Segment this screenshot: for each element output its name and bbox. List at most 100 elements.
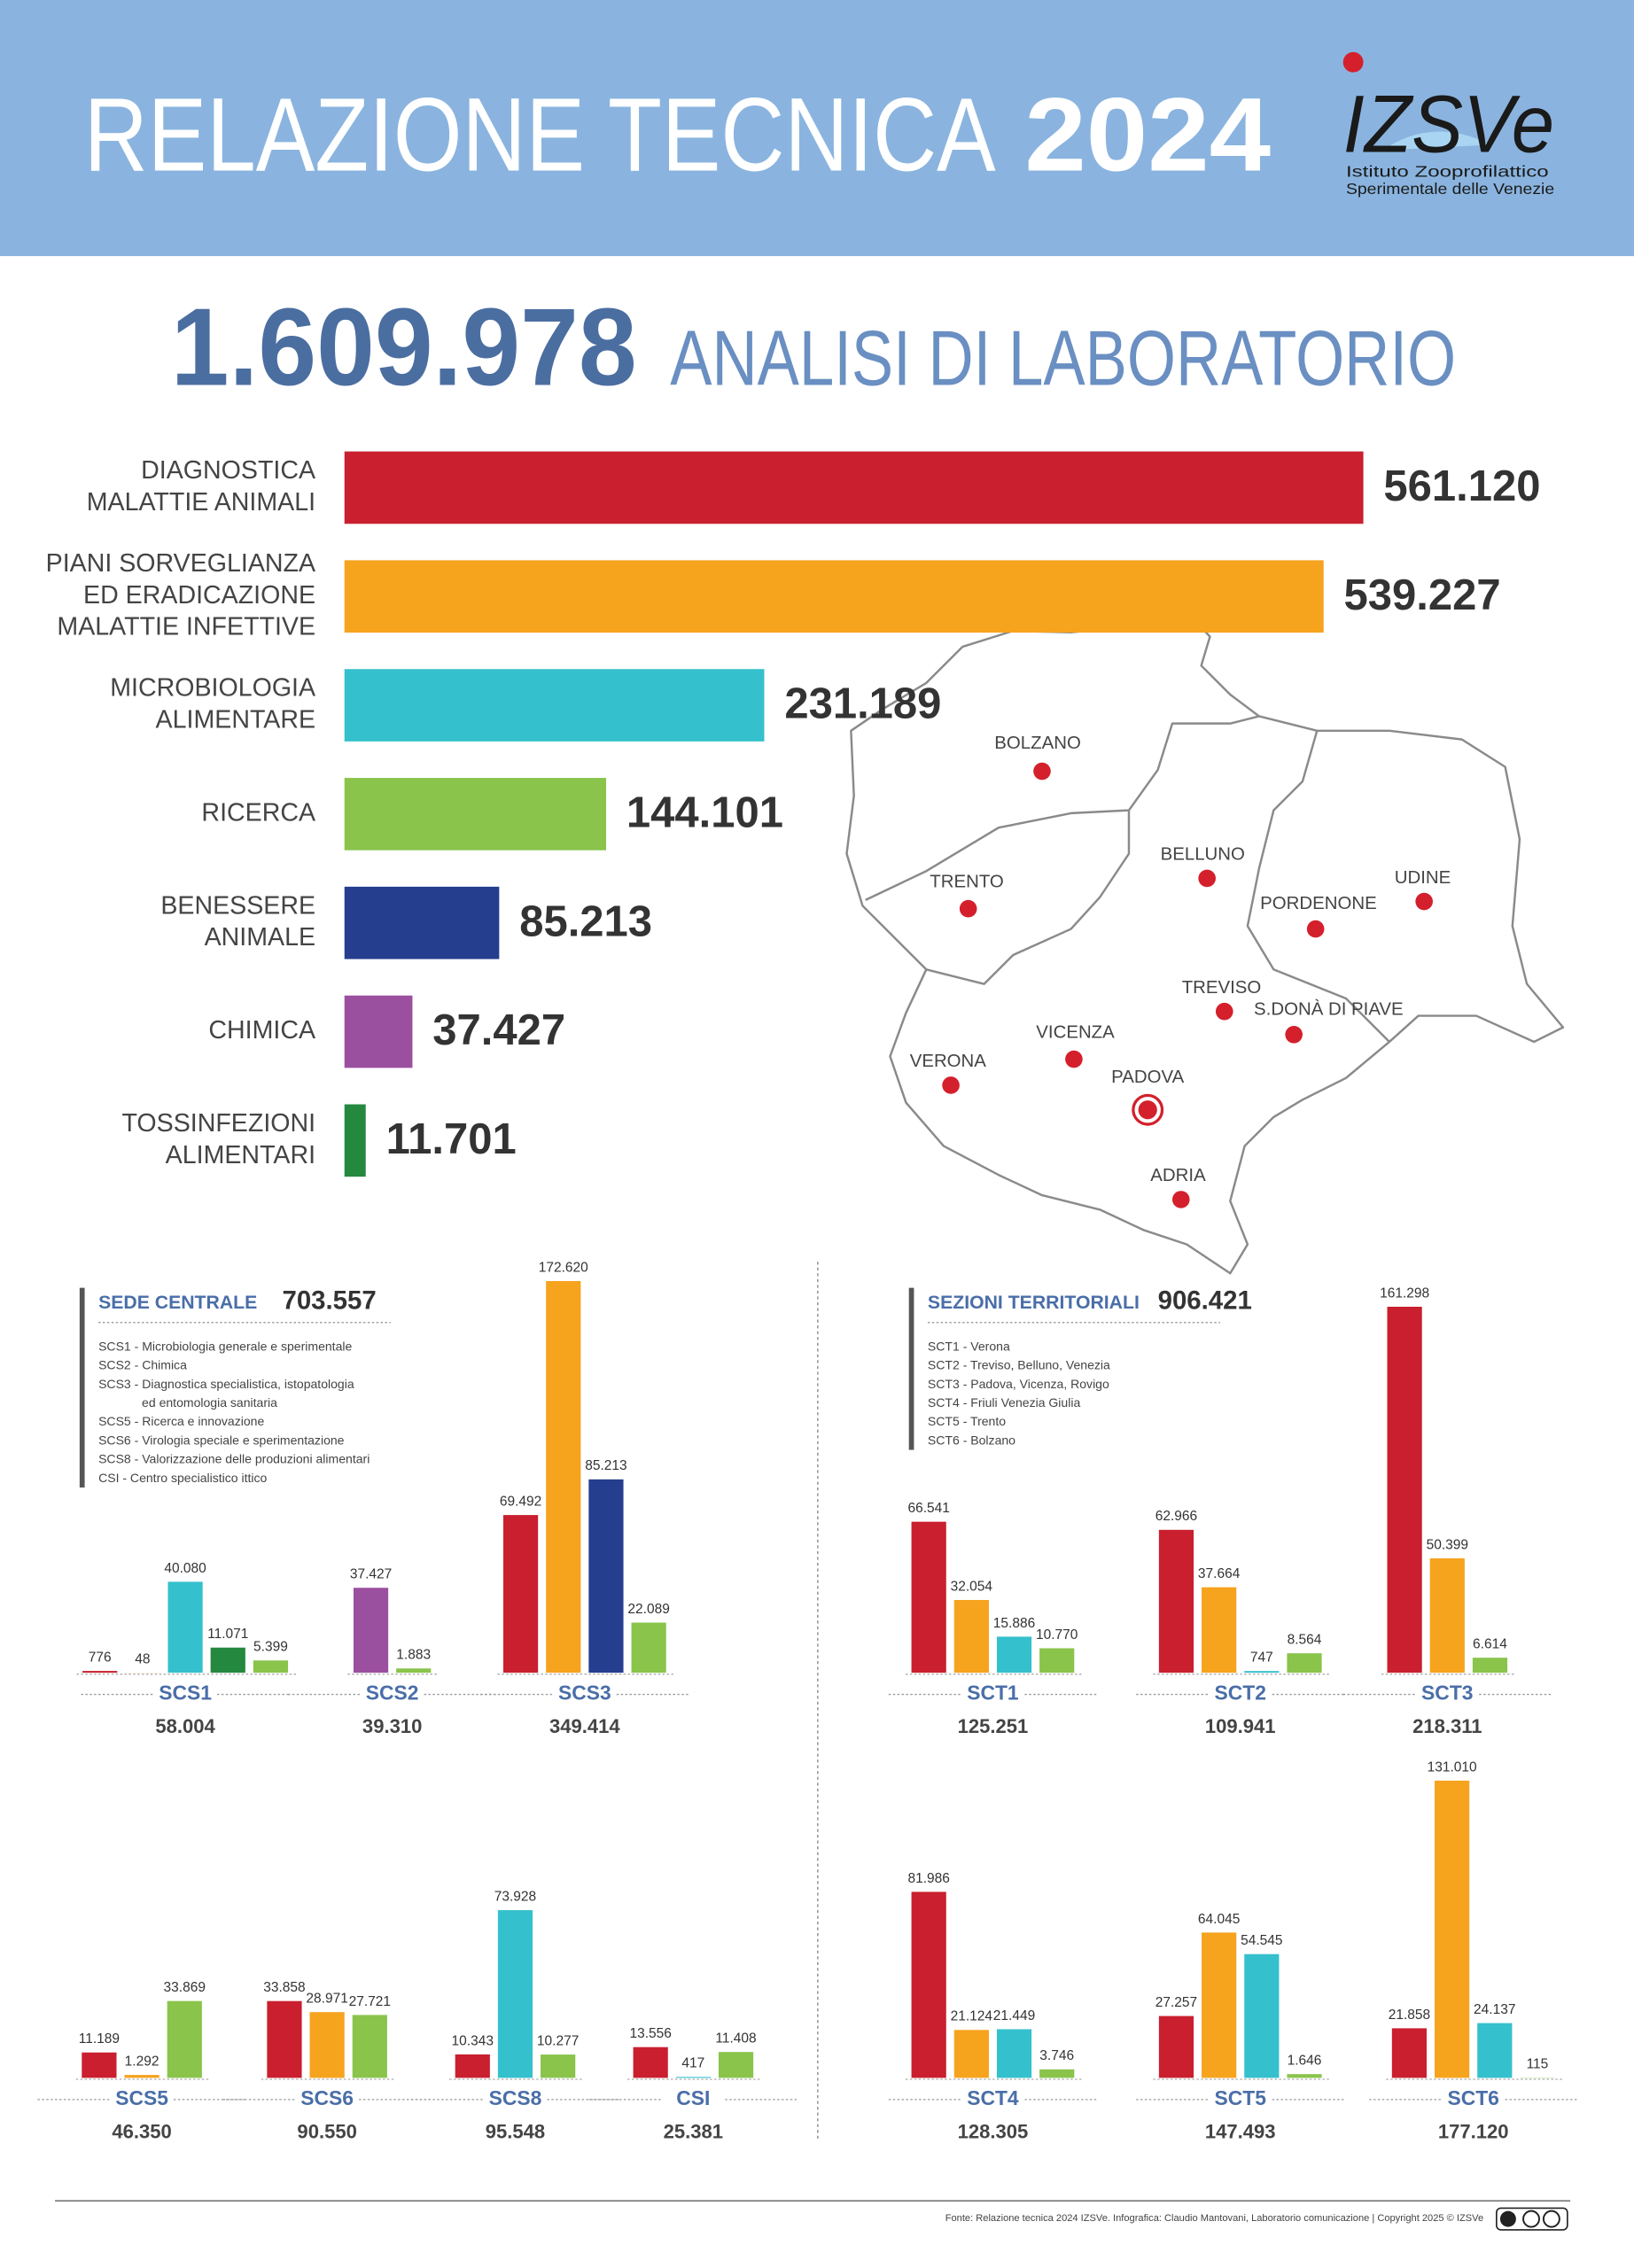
city-dot bbox=[1215, 1002, 1233, 1021]
category-label: ALIMENTARE bbox=[156, 706, 315, 734]
section-total: 906.421 bbox=[1158, 1286, 1252, 1316]
bar bbox=[546, 1280, 581, 1674]
value-label: 27.721 bbox=[349, 1994, 391, 2009]
category-label: TOSSINFEZIONI bbox=[121, 1109, 315, 1138]
value-label: 11.189 bbox=[79, 2031, 120, 2047]
chart-title: SCS3 bbox=[558, 1682, 611, 1705]
legend-item: SCS3 - Diagnostica specialistica, istopa… bbox=[98, 1377, 354, 1391]
chart-total: 349.414 bbox=[549, 1715, 620, 1737]
value-label: 50.399 bbox=[1427, 1537, 1468, 1552]
value-label: 13.556 bbox=[629, 2026, 671, 2041]
bar bbox=[502, 1515, 539, 1674]
city-label: PORDENONE bbox=[1260, 894, 1377, 913]
chart-total: 147.493 bbox=[1205, 2120, 1276, 2142]
legend-item: SCT4 - Friuli Venezia Giulia bbox=[928, 1395, 1081, 1410]
bar bbox=[911, 1521, 946, 1674]
value-label: 62.966 bbox=[1155, 1509, 1197, 1524]
bar bbox=[631, 1622, 666, 1674]
city-label: TREVISO bbox=[1182, 978, 1262, 998]
bar bbox=[1429, 1557, 1465, 1674]
bar bbox=[1202, 1587, 1237, 1674]
chart-total: 46.350 bbox=[112, 2120, 171, 2142]
bar bbox=[455, 2054, 490, 2078]
city-dot bbox=[1033, 762, 1051, 781]
bar bbox=[1039, 1648, 1075, 1674]
value-label: 28.971 bbox=[306, 1992, 347, 2007]
headline-label: ANALISI DI LABORATORIO bbox=[670, 314, 1456, 401]
value-label: 69.492 bbox=[500, 1494, 541, 1509]
bar bbox=[996, 1636, 1032, 1674]
category-label: MALATTIE ANIMALI bbox=[87, 488, 315, 517]
value-label: 66.541 bbox=[907, 1501, 949, 1516]
chart-total: 90.550 bbox=[297, 2120, 356, 2142]
legend-item: SCT1 - Verona bbox=[928, 1339, 1010, 1353]
chart-title: SCT6 bbox=[1447, 2086, 1498, 2109]
value-label: 27.257 bbox=[1155, 1995, 1197, 2010]
value-label: 40.080 bbox=[164, 1561, 206, 1576]
value-label: 747 bbox=[1250, 1651, 1273, 1666]
value-label: 172.620 bbox=[539, 1260, 588, 1275]
bar bbox=[1244, 1953, 1280, 2078]
bar bbox=[633, 2047, 668, 2078]
value-label: 144.101 bbox=[626, 788, 783, 836]
chart-title: SCS2 bbox=[366, 1682, 419, 1705]
chart-total: 177.120 bbox=[1438, 2120, 1509, 2142]
value-label: 10.277 bbox=[537, 2033, 579, 2048]
chart-title: SCT4 bbox=[967, 2086, 1019, 2109]
legend-item: SCT2 - Treviso, Belluno, Venezia bbox=[928, 1358, 1110, 1372]
header-year: 2024 bbox=[1024, 77, 1271, 193]
legend-item: ed entomologia sanitaria bbox=[142, 1395, 277, 1410]
value-label: 85.213 bbox=[519, 897, 652, 945]
section-bar bbox=[79, 1287, 85, 1488]
city-label: BOLZANO bbox=[994, 734, 1081, 753]
logo-text: IZSVe bbox=[1343, 79, 1554, 169]
headline-total: 1.609.978 bbox=[171, 286, 637, 408]
value-label: 776 bbox=[89, 1650, 112, 1665]
logo-line: Istituto Zooprofilattico bbox=[1346, 162, 1549, 180]
category-label: ALIMENTARI bbox=[166, 1141, 315, 1169]
bar bbox=[353, 1588, 389, 1674]
bar bbox=[344, 778, 607, 850]
chart-title: SCS5 bbox=[115, 2086, 168, 2109]
value-label: 115 bbox=[1527, 2056, 1549, 2071]
logo-line: Sperimentale delle Venezie bbox=[1346, 180, 1554, 198]
bar bbox=[911, 1891, 946, 2078]
bar bbox=[1158, 1529, 1194, 1674]
category-label: BENESSERE bbox=[160, 891, 315, 920]
legend-item: SCT5 - Trento bbox=[928, 1414, 1006, 1428]
value-label: 10.770 bbox=[1036, 1627, 1078, 1643]
city-dot bbox=[1171, 1191, 1190, 1208]
section-total: 703.557 bbox=[283, 1286, 377, 1316]
footer-source: Fonte: Relazione tecnica 2024 IZSVe. Inf… bbox=[945, 2213, 1483, 2224]
city-label: PADOVA bbox=[1111, 1068, 1184, 1087]
bar bbox=[1244, 1671, 1280, 1674]
legend-item: SCT6 - Bolzano bbox=[928, 1433, 1015, 1447]
city-label: S.DONÀ DI PIAVE bbox=[1254, 998, 1404, 1019]
value-label: 5.399 bbox=[253, 1640, 288, 1655]
city-label: ADRIA bbox=[1150, 1166, 1206, 1185]
chart-total: 218.311 bbox=[1412, 1715, 1482, 1737]
chart-total: 95.548 bbox=[486, 2120, 545, 2142]
value-label: 37.664 bbox=[1198, 1566, 1241, 1581]
bar bbox=[396, 1668, 432, 1674]
value-label: 1.646 bbox=[1288, 2054, 1322, 2069]
chart-title: SCT2 bbox=[1215, 1682, 1266, 1705]
main-chart: 561.120 DIAGNOSTICA MALATTIE ANIMALI 539.22… bbox=[46, 451, 1541, 1177]
map-border bbox=[1246, 730, 1390, 1043]
chart-title: SCT1 bbox=[967, 1682, 1019, 1705]
map-cities: BOLZANO TRENTO BELLUNO PORDENONE UDINE TREVIS… bbox=[910, 734, 1451, 1208]
bar bbox=[1039, 2069, 1075, 2078]
header-title: RELAZIONE TECNICA bbox=[84, 77, 996, 193]
value-label: 231.189 bbox=[784, 680, 941, 728]
header-band bbox=[0, 0, 1634, 257]
legend-item: CSI - Centro specialistico ittico bbox=[98, 1471, 267, 1485]
bar bbox=[1435, 1780, 1470, 2078]
value-label: 48 bbox=[135, 1651, 150, 1666]
value-label: 417 bbox=[681, 2056, 704, 2071]
value-label: 64.045 bbox=[1198, 1912, 1240, 1927]
category-label: ANIMALE bbox=[205, 923, 315, 951]
cc-icon bbox=[1522, 2210, 1540, 2228]
cc-icon bbox=[1542, 2210, 1560, 2228]
value-label: 37.427 bbox=[432, 1006, 565, 1054]
value-label: 11.701 bbox=[386, 1115, 517, 1163]
